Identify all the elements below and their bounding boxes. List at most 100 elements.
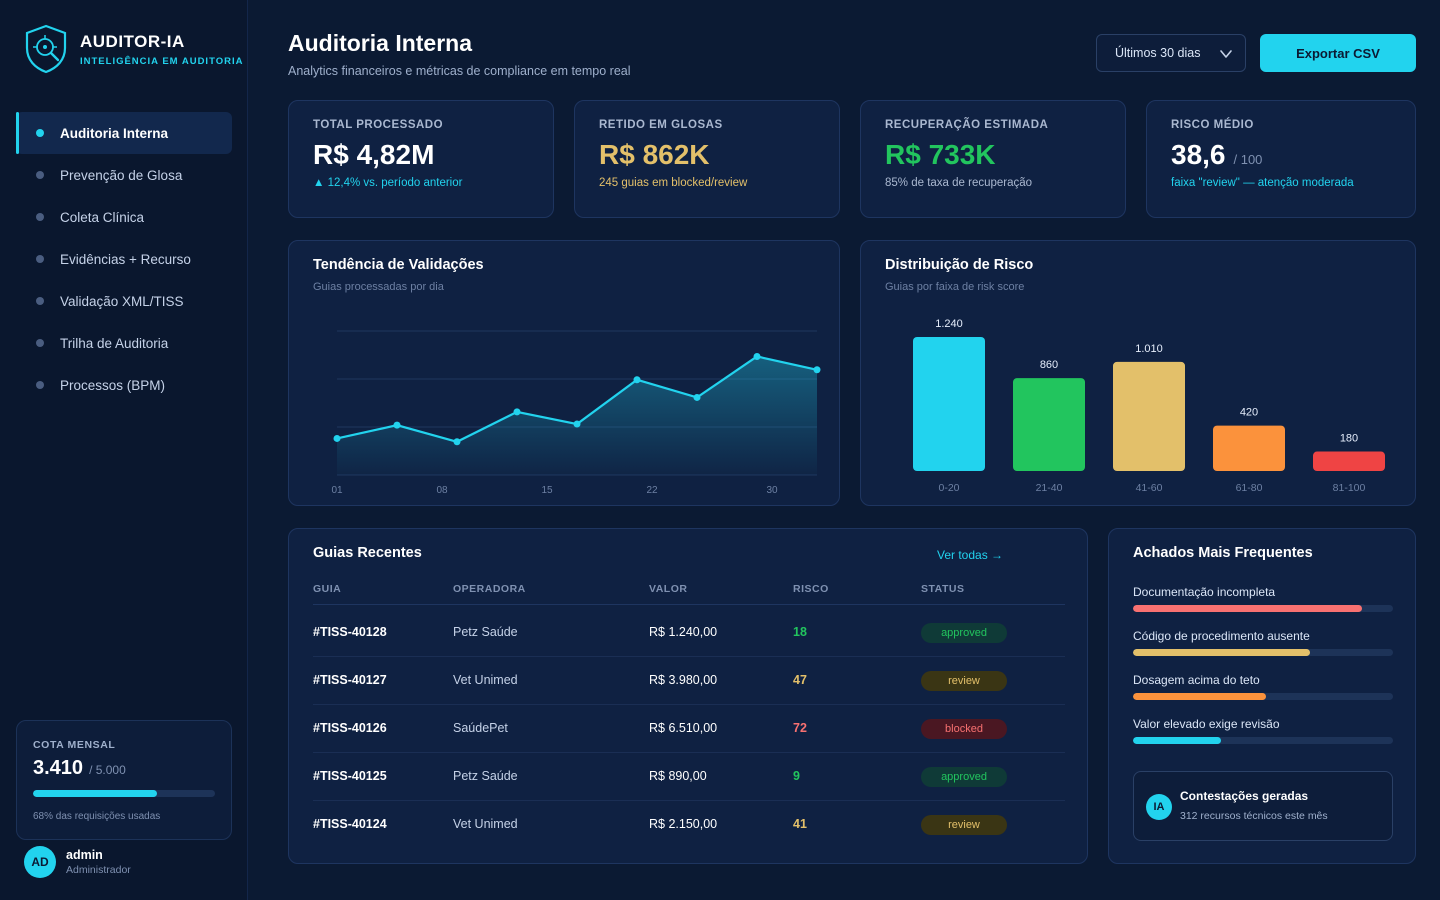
sidebar-item-trilha-auditoria[interactable]: Trilha de Auditoria bbox=[16, 322, 232, 364]
sidebar-item-evidencias-recurso[interactable]: Evidências + Recurso bbox=[16, 238, 232, 280]
kpi-value-text: 38,6 bbox=[1171, 139, 1226, 170]
finding-item: Código de procedimento ausente bbox=[1133, 629, 1393, 656]
nav-dot-icon bbox=[36, 171, 44, 179]
cell-risco: 18 bbox=[793, 625, 807, 639]
trend-chart-subtitle: Guias processadas por dia bbox=[313, 281, 444, 293]
user-role: Administrador bbox=[66, 864, 131, 876]
view-all-link[interactable]: Ver todas → bbox=[937, 548, 1004, 562]
cell-valor: R$ 890,00 bbox=[649, 769, 707, 783]
sidebar-item-label: Auditoria Interna bbox=[60, 125, 169, 141]
cell-guia: #TISS-40128 bbox=[313, 625, 387, 639]
cell-valor: R$ 1.240,00 bbox=[649, 625, 718, 639]
user-name: admin bbox=[66, 848, 103, 862]
table-row[interactable]: #TISS-40124 Vet Unimed R$ 2.150,00 41 re… bbox=[313, 801, 1065, 849]
kpi-card-retido-glosas: RETIDO EM GLOSAS R$ 862K 245 guias em bl… bbox=[574, 100, 840, 218]
finding-bar bbox=[1133, 693, 1393, 700]
table-row[interactable]: #TISS-40128 Petz Saúde R$ 1.240,00 18 ap… bbox=[313, 609, 1065, 657]
contestations-subtitle: 312 recursos técnicos este mês bbox=[1180, 810, 1328, 822]
cell-guia: #TISS-40124 bbox=[313, 817, 387, 831]
column-header-guia: GUIA bbox=[313, 583, 342, 595]
column-header-risco: RISCO bbox=[793, 583, 829, 595]
finding-fill bbox=[1133, 737, 1222, 744]
x-tick-label: 30 bbox=[766, 485, 778, 496]
finding-bar bbox=[1133, 649, 1393, 656]
shield-logo-icon bbox=[25, 24, 67, 74]
nav-dot-icon bbox=[36, 339, 44, 347]
period-select[interactable]: Últimos 30 dias bbox=[1096, 34, 1246, 72]
finding-item: Dosagem acima do teto bbox=[1133, 673, 1393, 700]
cell-valor: R$ 3.980,00 bbox=[649, 673, 718, 687]
x-category-label: 41-60 bbox=[1136, 482, 1163, 494]
cell-risco: 72 bbox=[793, 721, 807, 735]
cell-operadora: Petz Saúde bbox=[453, 625, 518, 639]
sidebar-item-processos-bpm[interactable]: Processos (BPM) bbox=[16, 364, 232, 406]
kpi-card-total-processado: TOTAL PROCESSADO R$ 4,82M ▲ 12,4% vs. pe… bbox=[288, 100, 554, 218]
x-category-label: 81-100 bbox=[1333, 482, 1366, 494]
kpi-label: RETIDO EM GLOSAS bbox=[599, 119, 723, 131]
chevron-down-icon bbox=[1220, 50, 1232, 58]
export-csv-button[interactable]: Exportar CSV bbox=[1260, 34, 1416, 72]
user-profile[interactable]: AD admin Administrador bbox=[24, 846, 131, 878]
sidebar-item-label: Processos (BPM) bbox=[60, 377, 166, 393]
sidebar-item-label: Evidências + Recurso bbox=[60, 251, 191, 267]
trend-chart-title: Tendência de Validações bbox=[313, 257, 484, 273]
brand-name: AUDITOR-IA bbox=[80, 31, 185, 51]
column-header-operadora: OPERADORA bbox=[453, 583, 526, 595]
status-badge: review bbox=[921, 815, 1007, 835]
sidebar-item-validacao-xml[interactable]: Validação XML/TISS bbox=[16, 280, 232, 322]
sidebar-item-prevencao-glosa[interactable]: Prevenção de Glosa bbox=[16, 154, 232, 196]
column-header-valor: VALOR bbox=[649, 583, 688, 595]
sidebar-nav: Auditoria Interna Prevenção de Glosa Col… bbox=[16, 112, 232, 406]
status-badge: review bbox=[921, 671, 1007, 691]
x-category-label: 21-40 bbox=[1036, 482, 1063, 494]
findings-title: Achados Mais Frequentes bbox=[1133, 545, 1313, 561]
trend-area bbox=[337, 356, 817, 475]
sidebar-item-label: Validação XML/TISS bbox=[60, 293, 184, 309]
quota-used: 3.410 bbox=[33, 757, 84, 779]
recent-guides-card: Guias Recentes Ver todas → GUIA OPERADOR… bbox=[288, 528, 1088, 864]
nav-dot-icon bbox=[36, 255, 44, 263]
finding-fill bbox=[1133, 649, 1310, 656]
kpi-note: ▲ 12,4% vs. período anterior bbox=[313, 177, 463, 189]
kpi-card-recuperacao: RECUPERAÇÃO ESTIMADA R$ 733K 85% de taxa… bbox=[860, 100, 1126, 218]
table-row[interactable]: #TISS-40125 Petz Saúde R$ 890,00 9 appro… bbox=[313, 753, 1065, 801]
kpi-value: R$ 733K bbox=[885, 139, 1101, 171]
quota-progress-fill bbox=[33, 790, 157, 797]
quota-note: 68% das requisições usadas bbox=[33, 811, 161, 822]
period-select-value: Últimos 30 dias bbox=[1115, 46, 1201, 60]
trend-point bbox=[453, 438, 461, 446]
nav-dot-icon bbox=[36, 213, 44, 221]
brand[interactable]: AUDITOR-IA INTELIGÊNCIA EM AUDITORIA bbox=[24, 24, 243, 74]
cell-operadora: Vet Unimed bbox=[453, 817, 518, 831]
page-subtitle: Analytics financeiros e métricas de comp… bbox=[288, 64, 631, 78]
bar-value-label: 1.240 bbox=[935, 318, 963, 330]
table-row[interactable]: #TISS-40127 Vet Unimed R$ 3.980,00 47 re… bbox=[313, 657, 1065, 705]
nav-dot-icon bbox=[36, 297, 44, 305]
sidebar: AUDITOR-IA INTELIGÊNCIA EM AUDITORIA Aud… bbox=[0, 0, 248, 900]
risk-chart-title: Distribuição de Risco bbox=[885, 257, 1034, 273]
page-title: Auditoria Interna bbox=[288, 30, 473, 56]
bar-value-label: 420 bbox=[1240, 407, 1258, 419]
cell-operadora: SaúdePet bbox=[453, 721, 508, 735]
sidebar-item-auditoria-interna[interactable]: Auditoria Interna bbox=[16, 112, 232, 154]
table-row[interactable]: #TISS-40126 SaúdePet R$ 6.510,00 72 bloc… bbox=[313, 705, 1065, 753]
table-header: GUIA OPERADORA VALOR RISCO STATUS bbox=[313, 583, 1065, 605]
cell-valor: R$ 2.150,00 bbox=[649, 817, 718, 831]
cell-risco: 41 bbox=[793, 817, 807, 831]
sidebar-item-coleta-clinica[interactable]: Coleta Clínica bbox=[16, 196, 232, 238]
trend-chart: 01 08 15 22 30 bbox=[331, 330, 821, 496]
quota-label: COTA MENSAL bbox=[33, 739, 116, 751]
kpi-unit: / 100 bbox=[1233, 152, 1263, 167]
contestations-box[interactable]: IA Contestações geradas 312 recursos téc… bbox=[1133, 771, 1393, 841]
sidebar-item-label: Prevenção de Glosa bbox=[60, 167, 183, 183]
findings-card: Achados Mais Frequentes Documentação inc… bbox=[1108, 528, 1416, 864]
ia-badge-icon: IA bbox=[1146, 794, 1172, 820]
kpi-value: R$ 4,82M bbox=[313, 139, 529, 171]
kpi-note: faixa "review" — atenção moderada bbox=[1171, 177, 1354, 189]
kpi-card-risco-medio: RISCO MÉDIO 38,6 / 100 faixa "review" — a… bbox=[1146, 100, 1416, 218]
quota-progress-bar bbox=[33, 790, 215, 797]
cell-operadora: Vet Unimed bbox=[453, 673, 518, 687]
kpi-value-text: R$ 862K bbox=[599, 139, 710, 170]
brand-tagline: INTELIGÊNCIA EM AUDITORIA bbox=[80, 55, 244, 67]
cell-risco: 9 bbox=[793, 769, 800, 783]
